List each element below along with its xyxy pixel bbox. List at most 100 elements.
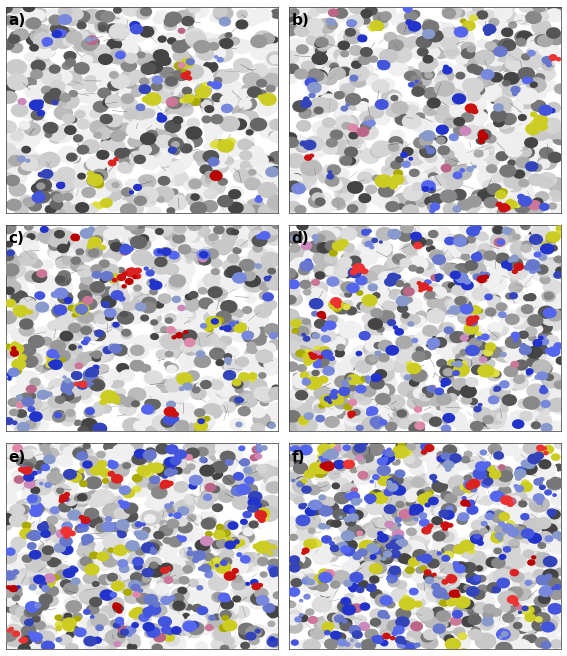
- Circle shape: [116, 525, 128, 533]
- Circle shape: [433, 255, 445, 264]
- Circle shape: [141, 7, 151, 16]
- Circle shape: [57, 232, 75, 245]
- Circle shape: [548, 421, 562, 432]
- Circle shape: [179, 340, 190, 348]
- Circle shape: [66, 193, 86, 207]
- Circle shape: [35, 574, 52, 586]
- Circle shape: [167, 497, 188, 513]
- Circle shape: [532, 460, 548, 472]
- Circle shape: [96, 635, 110, 646]
- Circle shape: [155, 178, 172, 190]
- Circle shape: [121, 249, 129, 255]
- Circle shape: [341, 531, 354, 541]
- Circle shape: [477, 497, 487, 504]
- Circle shape: [210, 464, 218, 470]
- Circle shape: [31, 70, 43, 79]
- Circle shape: [379, 100, 391, 109]
- Circle shape: [71, 79, 86, 89]
- Circle shape: [248, 118, 263, 130]
- Circle shape: [164, 552, 175, 561]
- Circle shape: [547, 102, 560, 113]
- Circle shape: [94, 226, 110, 238]
- Circle shape: [341, 548, 347, 552]
- Circle shape: [494, 388, 497, 391]
- Circle shape: [268, 565, 277, 572]
- Circle shape: [151, 320, 158, 325]
- Circle shape: [299, 600, 303, 602]
- Circle shape: [437, 401, 451, 412]
- Circle shape: [69, 173, 88, 188]
- Circle shape: [211, 559, 217, 564]
- Circle shape: [359, 576, 375, 588]
- Circle shape: [335, 9, 348, 18]
- Circle shape: [552, 637, 565, 647]
- Circle shape: [442, 480, 454, 489]
- Circle shape: [403, 489, 419, 501]
- Circle shape: [259, 204, 278, 219]
- Circle shape: [478, 365, 494, 377]
- Circle shape: [219, 39, 227, 46]
- Circle shape: [430, 174, 441, 182]
- Circle shape: [90, 39, 99, 45]
- Circle shape: [113, 304, 121, 310]
- Circle shape: [202, 403, 222, 419]
- Circle shape: [222, 104, 232, 112]
- Circle shape: [437, 137, 445, 144]
- Circle shape: [358, 172, 373, 183]
- Circle shape: [175, 224, 185, 232]
- Circle shape: [12, 359, 26, 369]
- Circle shape: [69, 321, 81, 330]
- Circle shape: [548, 4, 562, 14]
- Circle shape: [342, 445, 362, 461]
- Circle shape: [446, 268, 458, 276]
- Circle shape: [476, 478, 483, 483]
- Circle shape: [350, 75, 358, 81]
- Circle shape: [459, 222, 474, 234]
- Circle shape: [540, 338, 548, 344]
- Circle shape: [222, 232, 244, 249]
- Circle shape: [218, 636, 236, 649]
- Circle shape: [370, 56, 378, 62]
- Circle shape: [8, 264, 26, 277]
- Circle shape: [78, 426, 88, 434]
- Circle shape: [196, 87, 210, 98]
- Circle shape: [60, 94, 70, 102]
- Circle shape: [455, 545, 462, 550]
- Circle shape: [477, 276, 486, 283]
- Circle shape: [71, 234, 79, 241]
- Circle shape: [540, 388, 548, 394]
- Circle shape: [395, 470, 405, 478]
- Circle shape: [494, 47, 514, 62]
- Circle shape: [135, 26, 153, 39]
- Circle shape: [104, 272, 116, 281]
- Circle shape: [409, 533, 430, 548]
- Circle shape: [539, 611, 552, 621]
- Circle shape: [507, 178, 530, 196]
- Circle shape: [544, 293, 553, 299]
- Circle shape: [62, 114, 74, 123]
- Circle shape: [527, 358, 540, 367]
- Circle shape: [352, 499, 360, 505]
- Circle shape: [392, 498, 411, 512]
- Circle shape: [398, 554, 411, 564]
- Circle shape: [378, 535, 393, 546]
- Circle shape: [165, 379, 182, 392]
- Circle shape: [532, 224, 549, 238]
- Circle shape: [341, 598, 350, 605]
- Circle shape: [159, 334, 177, 348]
- Circle shape: [314, 234, 329, 245]
- Circle shape: [122, 456, 136, 466]
- Circle shape: [158, 617, 171, 626]
- Circle shape: [316, 575, 322, 580]
- Circle shape: [474, 150, 483, 157]
- Circle shape: [382, 301, 396, 312]
- Circle shape: [251, 592, 267, 605]
- Circle shape: [138, 192, 157, 207]
- Circle shape: [153, 602, 160, 607]
- Circle shape: [179, 245, 191, 254]
- Circle shape: [437, 394, 451, 405]
- Circle shape: [520, 623, 533, 633]
- Circle shape: [200, 98, 213, 108]
- Circle shape: [209, 108, 227, 121]
- Circle shape: [329, 542, 334, 545]
